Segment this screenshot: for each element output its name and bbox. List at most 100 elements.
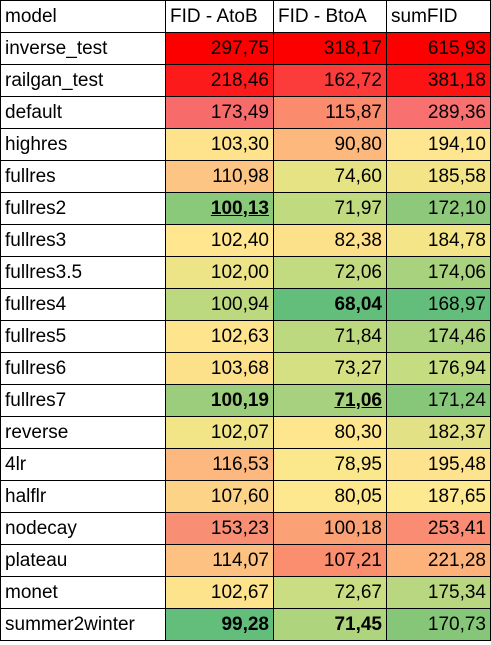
fid-btoa-cell[interactable]: 80,30 — [273, 416, 387, 449]
cell-value: 73,27 — [334, 357, 382, 379]
model-name-cell[interactable]: summer2winter — [0, 608, 166, 641]
model-name-cell[interactable]: nodecay — [0, 512, 166, 545]
fid-atob-cell[interactable]: 100,13 — [165, 192, 274, 225]
model-name-cell[interactable]: fullres4 — [0, 288, 166, 321]
fid-btoa-cell[interactable]: 100,18 — [273, 512, 387, 545]
sumfid-cell[interactable]: 615,93 — [386, 32, 491, 65]
fid-btoa-cell[interactable]: 72,06 — [273, 256, 387, 289]
fid-atob-cell[interactable]: 102,40 — [165, 224, 274, 257]
sumfid-cell[interactable]: 168,97 — [386, 288, 491, 321]
fid-atob-cell[interactable]: 107,60 — [165, 480, 274, 513]
fid-atob-cell[interactable]: 102,67 — [165, 576, 274, 609]
cell-value: 221,28 — [427, 549, 486, 571]
fid-atob-cell[interactable]: 102,07 — [165, 416, 274, 449]
model-name-cell[interactable]: fullres3.5 — [0, 256, 166, 289]
fid-atob-cell[interactable]: 153,23 — [165, 512, 274, 545]
sumfid-cell[interactable]: 195,48 — [386, 448, 491, 481]
fid-atob-cell[interactable]: 100,19 — [165, 384, 274, 417]
model-name-cell[interactable]: halflr — [0, 480, 166, 513]
model-name-cell[interactable]: fullres6 — [0, 352, 166, 385]
fid-atob-cell[interactable]: 297,75 — [165, 32, 274, 65]
sumfid-cell[interactable]: 174,46 — [386, 320, 491, 353]
fid-atob-cell[interactable]: 102,63 — [165, 320, 274, 353]
fid-atob-cell[interactable]: 110,98 — [165, 160, 274, 193]
model-name-cell[interactable]: 4lr — [0, 448, 166, 481]
fid-btoa-cell[interactable]: 107,21 — [273, 544, 387, 577]
sumfid-cell[interactable]: 175,34 — [386, 576, 491, 609]
fid-atob-cell[interactable]: 102,00 — [165, 256, 274, 289]
sumfid-cell[interactable]: 221,28 — [386, 544, 491, 577]
sumfid-cell[interactable]: 172,10 — [386, 192, 491, 225]
model-name-cell[interactable]: fullres5 — [0, 320, 166, 353]
cell-value: 114,07 — [212, 549, 269, 571]
cell-value: 102,63 — [210, 325, 269, 347]
sumfid-cell[interactable]: 176,94 — [386, 352, 491, 385]
sumfid-cell[interactable]: 253,41 — [386, 512, 491, 545]
fid-btoa-cell[interactable]: 71,45 — [273, 608, 387, 641]
header-cell-model[interactable]: model — [0, 0, 166, 33]
sumfid-cell[interactable]: 289,36 — [386, 96, 491, 129]
cell-value: 173,49 — [210, 101, 269, 123]
model-name-cell[interactable]: monet — [0, 576, 166, 609]
header-cell-fid-btoa[interactable]: FID - BtoA — [273, 0, 387, 33]
model-name-cell[interactable]: default — [0, 96, 166, 129]
sumfid-cell[interactable]: 187,65 — [386, 480, 491, 513]
model-name-cell[interactable]: fullres3 — [0, 224, 166, 257]
cell-value: 100,13 — [210, 197, 269, 219]
fid-atob-cell[interactable]: 100,94 — [165, 288, 274, 321]
sumfid-cell[interactable]: 171,24 — [386, 384, 491, 417]
model-name-cell[interactable]: fullres — [0, 160, 166, 193]
fid-btoa-cell[interactable]: 78,95 — [273, 448, 387, 481]
table-row: nodecay 153,23 100,18 253,41 — [0, 512, 491, 545]
model-name-cell[interactable]: fullres7 — [0, 384, 166, 417]
fid-atob-cell[interactable]: 103,30 — [165, 128, 274, 161]
fid-atob-cell[interactable]: 218,46 — [165, 64, 274, 97]
fid-btoa-cell[interactable]: 115,87 — [273, 96, 387, 129]
fid-atob-cell[interactable]: 99,28 — [165, 608, 274, 641]
cell-value: 100,94 — [210, 293, 269, 315]
cell-value: 615,93 — [427, 37, 486, 59]
fid-atob-cell[interactable]: 116,53 — [165, 448, 274, 481]
fid-btoa-cell[interactable]: 68,04 — [273, 288, 387, 321]
fid-btoa-cell[interactable]: 71,97 — [273, 192, 387, 225]
model-name-cell[interactable]: reverse — [0, 416, 166, 449]
cell-value: 78,95 — [334, 453, 382, 475]
fid-atob-cell[interactable]: 103,68 — [165, 352, 274, 385]
fid-btoa-cell[interactable]: 318,17 — [273, 32, 387, 65]
fid-btoa-cell[interactable]: 73,27 — [273, 352, 387, 385]
header-cell-fid-atob[interactable]: FID - AtoB — [165, 0, 274, 33]
fid-btoa-cell[interactable]: 82,38 — [273, 224, 387, 257]
fid-atob-cell[interactable]: 173,49 — [165, 96, 274, 129]
fid-btoa-cell[interactable]: 72,67 — [273, 576, 387, 609]
sumfid-cell[interactable]: 194,10 — [386, 128, 491, 161]
cell-value: 80,05 — [334, 485, 382, 507]
sumfid-cell[interactable]: 174,06 — [386, 256, 491, 289]
cell-value: 80,30 — [334, 421, 382, 443]
sumfid-cell[interactable]: 182,37 — [386, 416, 491, 449]
sumfid-cell[interactable]: 170,73 — [386, 608, 491, 641]
sumfid-cell[interactable]: 381,18 — [386, 64, 491, 97]
fid-btoa-cell[interactable]: 71,06 — [273, 384, 387, 417]
model-name-cell[interactable]: inverse_test — [0, 32, 166, 65]
fid-atob-cell[interactable]: 114,07 — [165, 544, 274, 577]
cell-value: 253,41 — [427, 517, 486, 539]
table-row: fullres5 102,63 71,84 174,46 — [0, 320, 491, 353]
cell-value: 71,45 — [334, 613, 382, 635]
fid-btoa-cell[interactable]: 74,60 — [273, 160, 387, 193]
fid-btoa-cell[interactable]: 162,72 — [273, 64, 387, 97]
model-name-cell[interactable]: railgan_test — [0, 64, 166, 97]
fid-btoa-cell[interactable]: 80,05 — [273, 480, 387, 513]
fid-btoa-cell[interactable]: 71,84 — [273, 320, 387, 353]
cell-value: 195,48 — [427, 453, 486, 475]
fid-btoa-cell[interactable]: 90,80 — [273, 128, 387, 161]
table-row: fullres2 100,13 71,97 172,10 — [0, 192, 491, 225]
header-cell-sumfid[interactable]: sumFID — [386, 0, 491, 33]
model-name-cell[interactable]: fullres2 — [0, 192, 166, 225]
model-name-cell[interactable]: highres — [0, 128, 166, 161]
model-name-cell[interactable]: plateau — [0, 544, 166, 577]
table-row: fullres 110,98 74,60 185,58 — [0, 160, 491, 193]
sumfid-cell[interactable]: 184,78 — [386, 224, 491, 257]
cell-value: 187,65 — [427, 485, 486, 507]
sumfid-cell[interactable]: 185,58 — [386, 160, 491, 193]
